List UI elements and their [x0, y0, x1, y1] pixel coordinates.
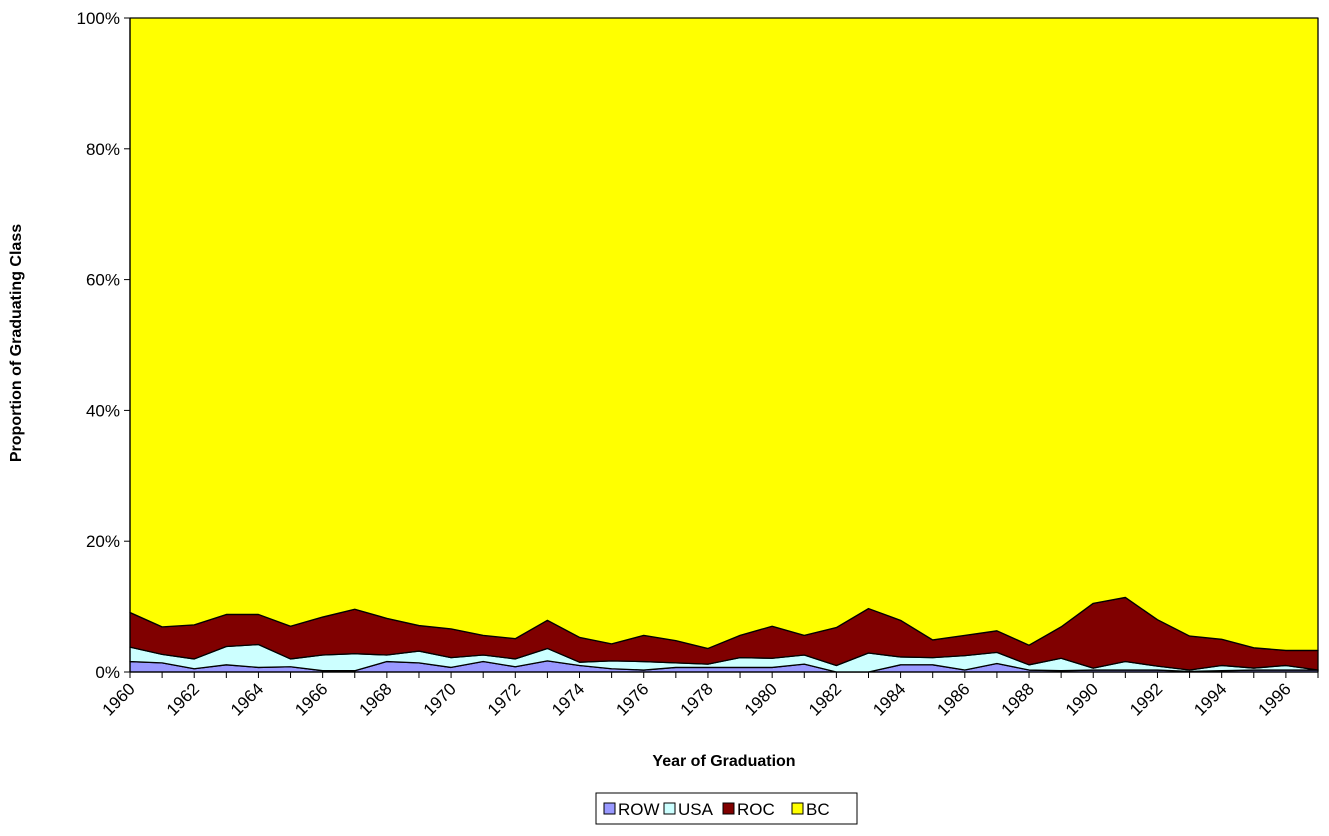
legend-label-roc: ROC: [737, 800, 775, 819]
x-tick-label: 1970: [420, 679, 460, 719]
area-bc: [129, 17, 1319, 652]
legend-label-bc: BC: [806, 800, 830, 819]
x-tick-label: 1984: [869, 679, 909, 719]
x-tick-label: 1976: [612, 679, 652, 719]
x-tick-label: 1982: [805, 679, 845, 719]
x-tick-label: 1994: [1190, 679, 1230, 719]
axes-group: [129, 17, 1319, 673]
legend-swatch-usa: [663, 802, 676, 815]
y-tick-label: 60%: [86, 271, 120, 290]
y-tick-label: 100%: [77, 9, 120, 28]
x-tick-label: 1996: [1255, 679, 1295, 719]
x-tick-label: 1966: [291, 679, 331, 719]
legend-swatch-row: [603, 802, 616, 815]
legend-label-usa: USA: [678, 800, 714, 819]
x-tick-label: 1978: [677, 679, 717, 719]
x-tick-group: 1960 1962 1964 1966 1968 1970 1972 1974 1976 1978…: [99, 672, 1319, 720]
legend-label-row: ROW: [618, 800, 660, 819]
y-tick-label: 40%: [86, 401, 120, 420]
x-tick-label: 1960: [99, 679, 139, 719]
x-tick-label: 1980: [741, 679, 781, 719]
x-axis-title: Year of Graduation: [652, 753, 795, 770]
x-tick-label: 1986: [933, 679, 973, 719]
y-axis-title: Proportion of Graduating Class: [8, 224, 25, 462]
area-series-group: [129, 17, 1319, 673]
y-tick-label: 0%: [95, 663, 120, 682]
y-tick-label: 80%: [86, 140, 120, 159]
legend-swatch-roc: [722, 802, 735, 815]
x-tick-label: 1968: [356, 679, 396, 719]
x-tick-label: 1992: [1126, 679, 1166, 719]
x-tick-label: 1972: [484, 679, 524, 719]
legend: ROW USA ROC BC: [595, 792, 858, 825]
x-tick-label: 1988: [998, 679, 1038, 719]
x-tick-label: 1964: [227, 679, 267, 719]
y-tick-group: 0% 20% 40% 60% 80% 100%: [77, 9, 130, 682]
y-tick-label: 20%: [86, 532, 120, 551]
legend-swatch-bc: [791, 802, 804, 815]
x-tick-label: 1974: [548, 679, 588, 719]
x-tick-label: 1962: [163, 679, 203, 719]
x-tick-label: 1990: [1062, 679, 1102, 719]
